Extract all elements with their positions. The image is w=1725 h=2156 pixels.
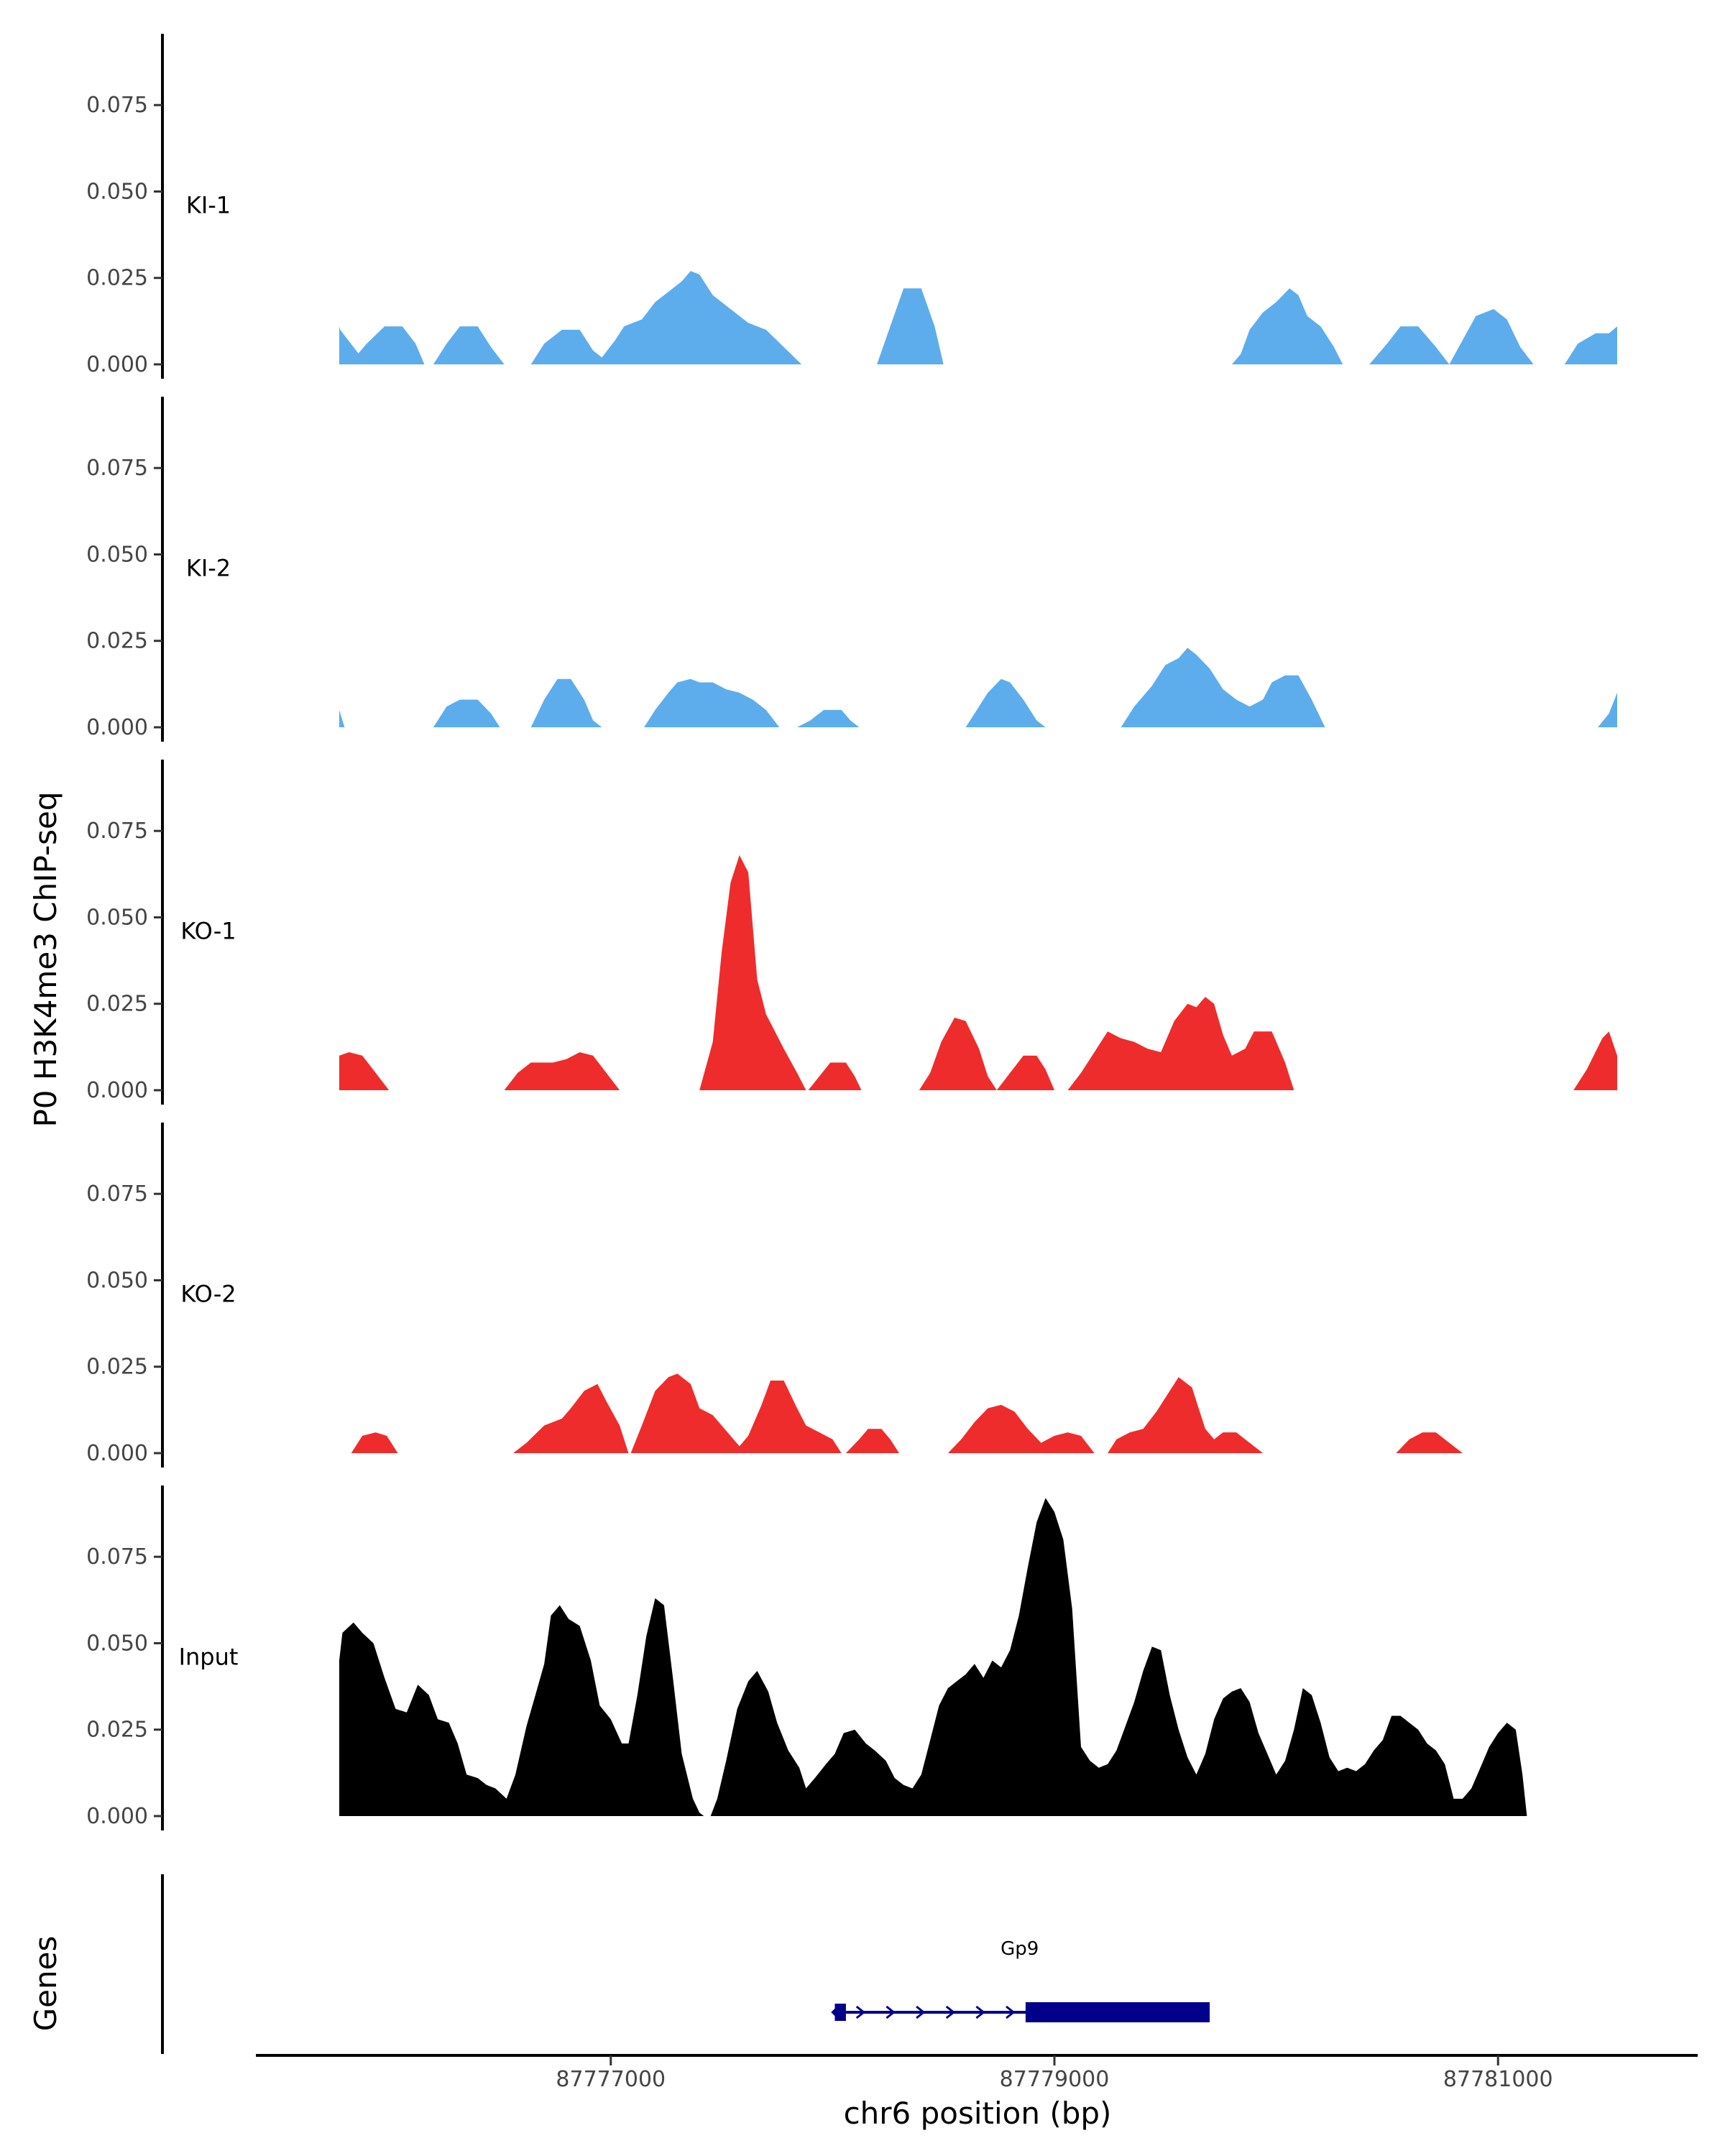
y-tick-label: 0.050	[86, 1631, 148, 1656]
track-ki-2: 0.000 0.025 0.050 0.075 KI-2	[86, 397, 1617, 742]
signal-peak	[1449, 309, 1534, 364]
x-tick-label: 87779000	[1000, 2067, 1110, 2092]
track-ko-1: 0.000 0.025 0.050 0.075 KO-1	[86, 760, 1617, 1105]
signal-peak	[644, 678, 780, 727]
signal-peak	[339, 1052, 390, 1090]
x-tick-label: 87777000	[556, 2067, 666, 2092]
track-label: Input	[179, 1643, 239, 1670]
signal-peak	[339, 292, 367, 364]
signal-peak	[630, 1373, 842, 1453]
strand-arrow	[975, 2005, 985, 2019]
y-tick-label: 0.075	[86, 1181, 148, 1207]
signal-peak	[1598, 678, 1617, 727]
signal-peak	[513, 1383, 629, 1453]
signal-peak	[1369, 326, 1450, 364]
gene-exon	[1025, 2002, 1210, 2022]
x-tick-label: 87781000	[1443, 2067, 1553, 2092]
signal-peak	[699, 854, 806, 1090]
signal-peak	[433, 326, 505, 364]
signal-peak	[965, 678, 1046, 727]
genes-axis-title: Genes	[28, 1936, 63, 2032]
y-tick-label: 0.025	[86, 629, 148, 654]
y-tick-label: 0.000	[86, 1078, 148, 1103]
signal-peak	[996, 1055, 1054, 1090]
signal-peak	[339, 1598, 704, 1816]
signal-peak	[1573, 1031, 1617, 1090]
y-tick-label: 0.025	[86, 1718, 148, 1743]
signal-peak	[1108, 1377, 1264, 1453]
signal-tracks: 0.0000.0250.0500.075KI-10.0000.0250.0500…	[86, 34, 1617, 1830]
y-tick-label: 0.000	[86, 1804, 148, 1829]
signal-peak	[797, 709, 860, 727]
track-ko-2: 0.000 0.025 0.050 0.075 KO-2	[86, 1123, 1463, 1468]
signal-peak	[710, 1498, 1527, 1816]
strand-arrow	[1006, 2005, 1016, 2019]
y-tick-label: 0.025	[86, 992, 148, 1017]
strand-arrow	[886, 2005, 896, 2019]
strand-arrow	[855, 2005, 866, 2019]
gene-exon	[834, 2004, 846, 2021]
signal-peak	[1396, 1432, 1463, 1453]
signal-peak	[530, 271, 802, 364]
y-tick-label: 0.000	[86, 715, 148, 740]
gene-panel: Gp9	[161, 1874, 1210, 2054]
signal-peak	[504, 1052, 620, 1090]
track-label: KO-1	[180, 917, 236, 944]
x-axis-title: chr6 position (bp)	[844, 2096, 1112, 2131]
signal-peak	[1067, 997, 1294, 1090]
gene-name-label: Gp9	[1000, 1938, 1039, 1960]
x-axis: 87777000 87779000 87781000	[256, 2054, 1698, 2092]
track-ki-1: 0.000 0.025 0.050 0.075 KI-1	[86, 34, 1617, 379]
track-input: 0.000 0.025 0.050 0.075 Input	[86, 1485, 1527, 1830]
signal-peak	[808, 1062, 862, 1090]
y-tick-label: 0.075	[86, 456, 148, 481]
signal-peak	[919, 1018, 997, 1090]
strand-arrow	[945, 2005, 956, 2019]
y-tick-label: 0.050	[86, 542, 148, 567]
y-tick-label: 0.025	[86, 266, 148, 291]
y-tick-label: 0.050	[86, 1268, 148, 1293]
track-label: KI-2	[186, 554, 231, 581]
y-tick-label: 0.025	[86, 1355, 148, 1380]
track-label: KO-2	[180, 1280, 236, 1307]
y-tick-label: 0.000	[86, 1441, 148, 1466]
signal-peak	[433, 699, 500, 727]
signal-peak	[845, 1429, 899, 1453]
y-tick-label: 0.075	[86, 1544, 148, 1570]
signal-peak	[947, 1404, 1095, 1453]
y-tick-label: 0.050	[86, 179, 148, 204]
signal-peak	[339, 699, 345, 727]
signal-peak	[877, 288, 944, 364]
y-tick-label: 0.075	[86, 819, 148, 844]
y-tick-label: 0.050	[86, 905, 148, 930]
y-axis-title: P0 H3K4me3 ChIP-seq	[28, 791, 63, 1127]
track-label: KI-1	[186, 191, 231, 218]
signal-peak	[351, 1432, 398, 1453]
signal-peak	[530, 678, 602, 727]
y-tick-label: 0.075	[86, 93, 148, 118]
signal-peak	[1564, 326, 1617, 364]
strand-arrow	[916, 2005, 926, 2019]
y-tick-label: 0.000	[86, 352, 148, 377]
signal-peak	[1231, 288, 1343, 364]
signal-peak	[1121, 648, 1325, 727]
signal-peak	[349, 326, 425, 364]
